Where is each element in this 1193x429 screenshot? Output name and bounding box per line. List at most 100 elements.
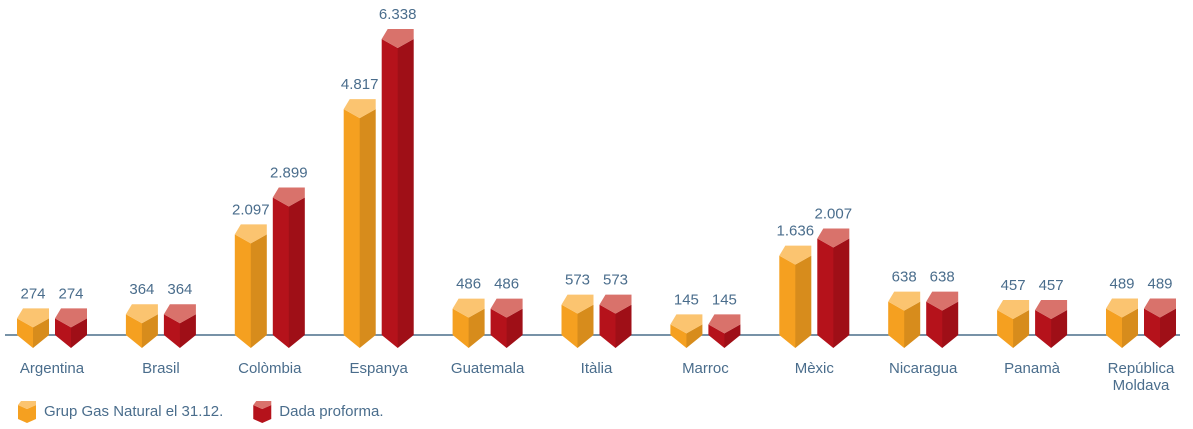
legend-swatch-top — [18, 401, 36, 409]
value-label: 573 — [603, 272, 628, 289]
value-label: 145 — [674, 291, 699, 308]
bar — [817, 238, 850, 348]
bar — [888, 301, 921, 348]
bar-side — [33, 318, 49, 348]
x-tick-label: Panamà — [1004, 360, 1061, 377]
bar — [490, 308, 523, 348]
bar-top — [670, 314, 703, 334]
x-tick-label: Colòmbia — [238, 360, 302, 377]
bar-top — [561, 294, 594, 314]
bar — [599, 304, 632, 348]
bar-side — [686, 324, 703, 348]
bar-side — [904, 301, 921, 348]
bar-top — [1035, 299, 1068, 319]
bar-side — [468, 308, 485, 348]
bar — [708, 324, 741, 348]
x-tick-label: Nicaragua — [889, 360, 958, 377]
bar-top — [926, 291, 959, 311]
value-label: 4.817 — [341, 76, 379, 93]
bar-top — [1144, 298, 1176, 318]
value-label: 573 — [565, 272, 590, 289]
value-label: 364 — [129, 281, 154, 298]
value-label: 638 — [892, 269, 917, 286]
bar-side — [577, 304, 594, 348]
x-tick-label: Brasil — [142, 360, 180, 377]
bar-side — [1013, 309, 1030, 348]
bar-top — [888, 291, 921, 311]
bar — [926, 301, 959, 348]
bar-side — [1051, 309, 1068, 348]
bar-side — [615, 304, 632, 348]
value-label: 638 — [930, 269, 955, 286]
x-tick-label: República Moldava — [1108, 360, 1175, 394]
bar — [779, 255, 812, 348]
bar-side — [141, 314, 158, 348]
legend-swatch — [253, 405, 272, 423]
legend-label: Dada proforma. — [279, 403, 383, 420]
value-label: 145 — [712, 291, 737, 308]
bar-side — [250, 234, 267, 348]
x-tick-label: Guatemala — [451, 360, 525, 377]
bar — [1144, 308, 1176, 348]
value-label: 274 — [58, 285, 83, 302]
bar — [997, 309, 1030, 348]
bar-side — [795, 255, 812, 348]
bar-side — [71, 318, 87, 348]
bar-side — [288, 197, 305, 348]
bar-top — [343, 99, 376, 119]
bar — [272, 197, 305, 348]
bar-side — [1122, 308, 1138, 348]
bar — [163, 314, 196, 348]
bar-side — [397, 39, 414, 348]
bar — [1035, 309, 1068, 348]
bar-top — [234, 224, 267, 244]
bar-top — [779, 245, 812, 265]
bar-top — [1106, 298, 1138, 318]
legend-swatch — [18, 405, 36, 423]
bar — [561, 304, 594, 348]
value-label: 1.636 — [777, 223, 815, 240]
bar-top — [17, 308, 49, 328]
value-label: 274 — [20, 285, 45, 302]
bar — [343, 109, 376, 349]
bar-side — [833, 238, 850, 348]
value-label: 486 — [494, 276, 519, 293]
bar — [670, 324, 703, 348]
bar-top — [490, 298, 523, 318]
bar — [1106, 308, 1138, 348]
bar-side — [359, 109, 376, 349]
value-label: 457 — [1039, 277, 1064, 294]
bar-top — [381, 29, 414, 48]
bar — [381, 39, 414, 348]
bar-top — [599, 294, 632, 314]
bar-top — [163, 304, 196, 324]
bar — [125, 314, 158, 348]
bar-top — [272, 187, 305, 207]
bar-top — [125, 304, 158, 324]
bar-top — [708, 314, 741, 334]
bar — [55, 318, 87, 348]
value-label: 2.899 — [270, 164, 308, 181]
value-label: 6.338 — [379, 6, 417, 23]
bar — [17, 318, 49, 348]
x-tick-label: Espanya — [350, 360, 409, 377]
value-label: 489 — [1109, 275, 1134, 292]
value-label: 489 — [1147, 275, 1172, 292]
value-label: 457 — [1001, 277, 1026, 294]
value-label: 2.097 — [232, 201, 270, 218]
bar-top — [452, 298, 485, 318]
legend-label: Grup Gas Natural el 31.12. — [44, 403, 223, 420]
bar-side — [179, 314, 196, 348]
value-label: 364 — [167, 281, 192, 298]
bar-top — [55, 308, 87, 328]
value-label: 2.007 — [815, 206, 853, 223]
bar-side — [942, 301, 959, 348]
bar-side — [1160, 308, 1176, 348]
x-tick-label: Marroc — [682, 360, 729, 377]
bar — [234, 234, 267, 348]
bar-side — [506, 308, 523, 348]
bar-side — [724, 324, 741, 348]
x-tick-label: Argentina — [20, 360, 85, 377]
bar-top — [997, 299, 1030, 319]
x-tick-label: Itàlia — [581, 360, 613, 377]
